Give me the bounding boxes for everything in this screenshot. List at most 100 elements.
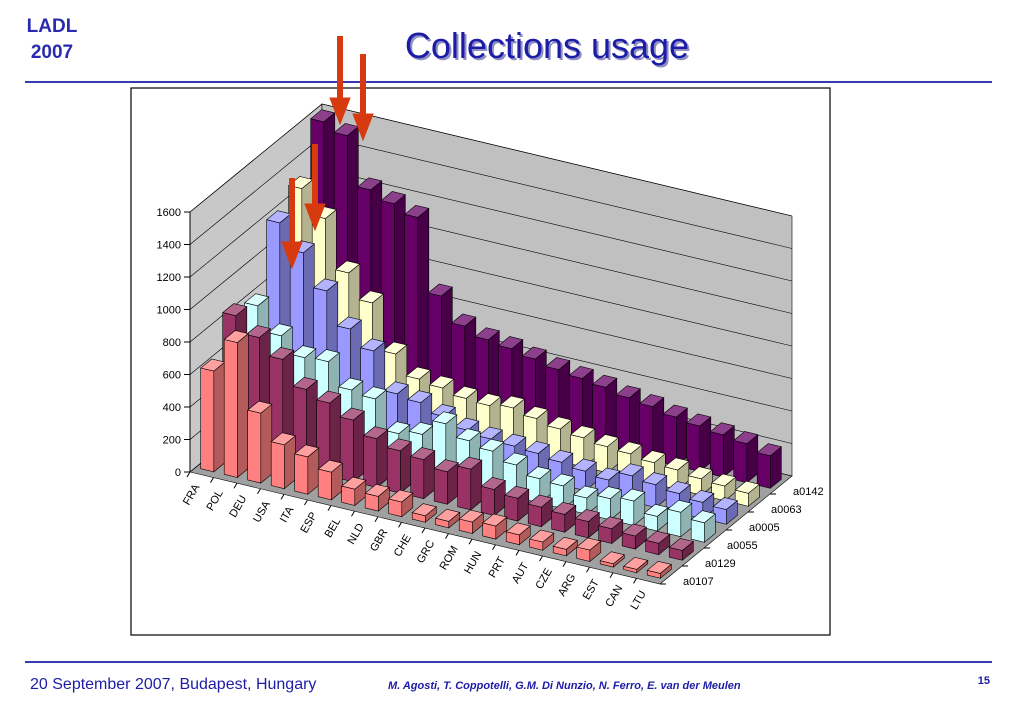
bar-top (358, 290, 384, 304)
bar-top (247, 400, 273, 414)
arrows (281, 36, 374, 270)
bar (386, 438, 412, 494)
bar-front (386, 447, 401, 494)
bar-front (317, 468, 332, 501)
bar-front (200, 367, 215, 473)
title-shadow: Collections usage (407, 27, 691, 68)
bar (552, 536, 578, 557)
bar (639, 394, 665, 461)
bar (433, 459, 459, 505)
bar (686, 413, 712, 473)
bar (668, 538, 694, 561)
bar (270, 432, 296, 490)
bar (504, 485, 530, 522)
bar (712, 497, 738, 525)
bar (596, 486, 622, 521)
bar-front (363, 435, 378, 488)
bar-top (458, 509, 484, 523)
bar (568, 365, 594, 445)
x-tick (609, 572, 614, 579)
x-tick (327, 505, 332, 511)
series-label: a0107 (683, 576, 714, 588)
bar-top (480, 476, 506, 490)
bar (480, 476, 506, 517)
bar (709, 422, 735, 478)
bar-top (734, 480, 760, 494)
bar-top (523, 406, 549, 419)
bar-front (733, 440, 748, 484)
bar-top (294, 444, 320, 458)
series-label: a0129 (705, 558, 736, 570)
bar (734, 480, 760, 507)
bar (505, 522, 531, 546)
bar (662, 404, 688, 467)
bar (200, 358, 226, 473)
bar-side (213, 361, 226, 473)
bar-top (687, 466, 713, 480)
bar-top (617, 441, 643, 455)
x-tick (421, 527, 426, 534)
bar-top (646, 560, 672, 574)
bar-top (686, 413, 712, 427)
bar-top (433, 459, 459, 473)
bar (645, 530, 671, 556)
bar (642, 472, 668, 509)
bar (404, 204, 430, 405)
bar-top (427, 283, 453, 297)
logo: LADL (27, 16, 78, 37)
bar (599, 551, 625, 568)
bar-top (482, 513, 508, 527)
x-tick (468, 538, 473, 545)
bar-front (551, 510, 566, 533)
bar-top (267, 323, 293, 337)
series-label: a0005 (749, 522, 780, 534)
bar-top (662, 404, 688, 418)
bar (549, 473, 575, 510)
bar-top (570, 425, 596, 439)
bar-top (689, 489, 715, 503)
arrow (304, 203, 326, 232)
bar-top (270, 432, 296, 446)
bar (316, 390, 342, 477)
bar-top (576, 537, 602, 551)
bar-front (527, 503, 542, 528)
bar-top (712, 497, 738, 510)
bar (646, 560, 672, 579)
bar-front (667, 508, 682, 538)
x-tick (515, 550, 520, 556)
bar-top (383, 381, 409, 395)
x-tick (210, 477, 214, 483)
x-tick (186, 471, 191, 478)
bar-front (756, 452, 771, 489)
bar (317, 459, 343, 501)
bar-top (668, 538, 694, 551)
bar-top (388, 489, 414, 503)
bar (576, 537, 602, 563)
bar-top (454, 417, 480, 431)
bar (690, 510, 716, 543)
footer-text: 20 September 2007, Budapest, Hungary (30, 676, 316, 693)
bar-side (352, 410, 365, 483)
bar-top (618, 463, 644, 477)
bar (733, 431, 759, 484)
bar-top (596, 486, 622, 500)
y-tick-label: 1600 (157, 207, 181, 219)
bar-front (690, 519, 705, 543)
bar-top (477, 426, 503, 440)
bar (247, 400, 273, 484)
bar-top (524, 440, 550, 454)
bar-top (452, 385, 478, 399)
bar (598, 516, 624, 545)
y-tick-label: 800 (163, 337, 181, 349)
bar-front (433, 468, 448, 505)
bar (620, 488, 646, 527)
bar-top (621, 523, 647, 537)
bar (458, 509, 484, 535)
bar-top (574, 509, 600, 522)
bar-top (505, 522, 531, 536)
bar-top (245, 325, 271, 338)
x-tick (351, 510, 355, 517)
bar-top (476, 393, 502, 407)
bar-top (598, 516, 624, 530)
bar-front (247, 409, 262, 484)
